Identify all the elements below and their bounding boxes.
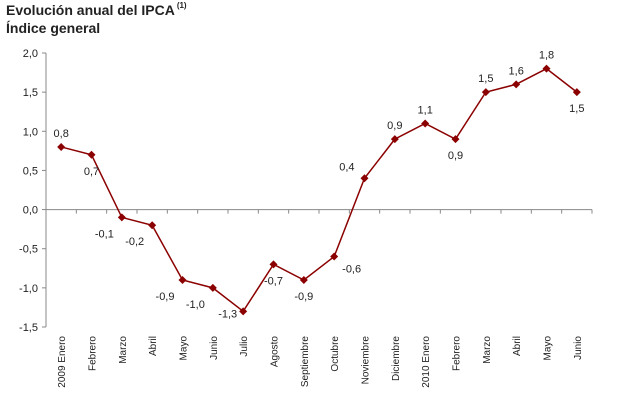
data-point-marker: [269, 260, 278, 269]
data-point-marker: [330, 252, 339, 261]
x-tick-label: Abril: [512, 336, 523, 356]
x-tick-label: Febrero: [88, 336, 99, 371]
data-point-marker: [421, 119, 430, 128]
y-tick-label: 0,0: [23, 205, 38, 217]
data-point-marker: [451, 135, 460, 144]
x-tick-label: Marzo: [482, 336, 493, 364]
x-tick-label: Mayo: [543, 336, 554, 361]
data-label: 0,8: [54, 128, 69, 140]
data-label: 0,9: [448, 150, 463, 162]
title-footnote-marker: (1): [176, 1, 187, 10]
x-tick-label: Agosto: [270, 336, 281, 368]
x-tick-label: Mayo: [179, 336, 190, 361]
data-label: -0,1: [95, 228, 114, 240]
x-tick-label: Octubre: [330, 336, 341, 372]
data-label: -0,6: [342, 264, 361, 276]
data-point-marker: [87, 150, 96, 159]
x-tick-label: Marzo: [118, 336, 129, 364]
data-label: -0,2: [125, 236, 144, 248]
series-line: [60, 67, 578, 313]
y-tick-label: 1,5: [23, 87, 38, 99]
data-point-marker: [148, 221, 157, 230]
data-label: -1,3: [218, 308, 237, 320]
data-point-marker: [117, 213, 126, 222]
x-tick-label: Diciembre: [391, 336, 402, 381]
data-point-marker: [239, 307, 248, 316]
chart-subtitle: Índice general: [6, 20, 101, 36]
x-tick-label: Noviembre: [361, 336, 372, 385]
y-tick-label: -1,5: [19, 322, 38, 334]
data-point-marker: [178, 276, 187, 285]
chart-title-text: Evolución anual del IPCA: [6, 2, 175, 18]
x-tick-label: Febrero: [452, 336, 463, 371]
x-tick-label: Junio: [209, 336, 220, 360]
x-tick-label: Abril: [148, 336, 159, 356]
chart-title: Evolución anual del IPCA (1): [6, 1, 187, 18]
y-tick-label: -1,0: [19, 283, 38, 295]
data-label: 1,5: [569, 103, 584, 115]
data-label: -0,9: [294, 291, 313, 303]
x-tick-label: Junio: [573, 336, 584, 360]
x-tick-label: 2009 Enero: [57, 336, 68, 388]
data-label: -0,7: [264, 275, 283, 287]
data-label: -1,0: [186, 299, 205, 311]
x-tick-label: Julio: [239, 336, 250, 357]
y-tick-label: -0,5: [19, 244, 38, 256]
x-tick-label: 2010 Enero: [421, 336, 432, 388]
data-point-marker: [390, 135, 399, 144]
data-point-marker: [57, 142, 66, 151]
y-tick-label: 0,5: [23, 165, 38, 177]
data-point-marker: [299, 276, 308, 285]
data-label: 0,4: [339, 161, 354, 173]
data-label: 1,6: [509, 65, 524, 77]
y-tick-label: 1,0: [23, 126, 38, 138]
data-point-marker: [512, 80, 521, 89]
data-label: 0,9: [387, 120, 402, 132]
data-label: 1,5: [478, 73, 493, 85]
x-tick-label: Septiembre: [300, 336, 311, 388]
data-label: -0,9: [156, 291, 175, 303]
data-point-marker: [208, 283, 217, 292]
y-tick-label: 2,0: [23, 48, 38, 60]
data-label: 0,7: [84, 166, 99, 178]
data-point-marker: [572, 88, 581, 97]
data-label: 1,8: [539, 50, 554, 62]
data-label: 1,1: [418, 104, 433, 116]
data-point-marker: [360, 174, 369, 183]
data-point-marker: [481, 88, 490, 97]
data-point-marker: [542, 64, 551, 73]
